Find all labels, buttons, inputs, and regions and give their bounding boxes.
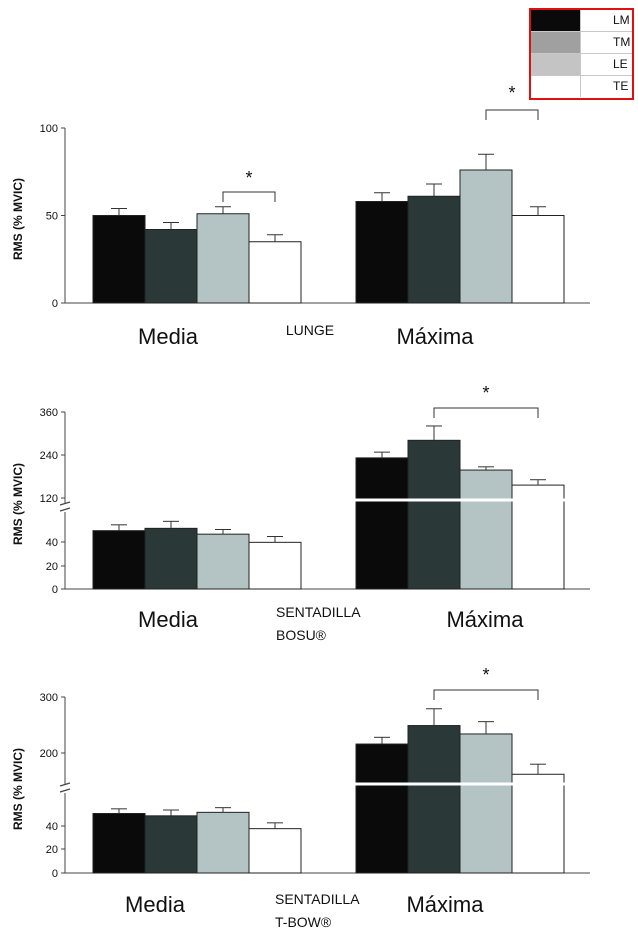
chart-panel-2: 0 20 40 120 240 360 RMS (% MVIC) Media Máxima SEN… [11,383,590,643]
bar-le-maxima [459,469,513,590]
exercise-label: SENTADILLA [276,604,361,620]
category-label-maxima: Máxima [396,324,474,349]
y-tick-label: 120 [40,493,58,505]
axis-break-mark [59,501,71,512]
significance-star: * [508,83,515,103]
legend-swatch-te [531,76,581,97]
bar-tm-media [144,815,198,874]
legend-swatch-le [531,54,581,75]
legend-entry-te: TE [531,76,632,98]
axis-break-line [354,498,568,502]
y-tick-label: 0 [52,298,58,310]
exercise-label: LUNGE [286,322,334,338]
significance-bracket [485,109,539,120]
exercise-label: SENTADILLA [275,891,360,907]
legend-entry-lm: LM [531,10,632,32]
y-tick-label: 0 [52,584,58,596]
bar-le-maxima [459,169,513,304]
axis-break-mark [59,782,71,793]
legend-label-te: TE [613,79,629,93]
bar-le-media [196,811,250,874]
bar-le-maxima [459,733,513,874]
bar-te-media [248,828,302,874]
bar-te-media [248,541,302,590]
y-tick-label: 100 [40,123,58,135]
legend-swatch-lm [531,10,581,31]
bar-te-maxima [511,215,565,304]
bar-tm-maxima [407,439,461,590]
bar-tm-maxima [407,195,461,304]
category-label-media: Media [125,892,186,917]
bar-te-maxima [511,484,565,590]
legend-entry-tm: TM [531,32,632,54]
legend: LM TM LE TE [529,8,634,100]
legend-label-le: LE [613,57,628,71]
y-tick-label: 240 [40,450,58,462]
exercise-label: BOSU® [276,627,327,643]
bar-lm-maxima [355,457,409,590]
chart-panel-3: 0 20 40 200 300 RMS (% MVIC) Media Máxima SENTAD… [11,665,590,930]
category-label-media: Media [138,607,199,632]
category-label-maxima: Máxima [406,892,484,917]
y-tick-label: 360 [40,407,58,419]
legend-label-lm: LM [613,13,630,27]
y-axis-label: RMS (% MVIC) [11,178,25,260]
legend-entry-le: LE [531,54,632,76]
bar-lm-maxima [355,201,409,304]
y-tick-label: 20 [46,844,58,856]
bar-te-media [248,241,302,304]
bar-tm-maxima [407,725,461,874]
chart-panel-1: 0 50 100 RMS (% MVIC) Media Máxima LUNGE * * [11,83,590,349]
legend-label-tm: TM [613,35,631,49]
significance-bracket [433,407,539,418]
y-tick-label: 40 [46,821,58,833]
legend-swatch-tm [531,32,581,53]
y-tick-label: 200 [40,748,58,760]
bar-lm-media [92,530,146,590]
bar-lm-maxima [355,743,409,874]
y-tick-label: 0 [52,868,58,880]
category-label-maxima: Máxima [446,607,524,632]
significance-star: * [482,383,489,403]
bar-le-media [196,213,250,304]
bar-tm-media [144,527,198,590]
bar-le-media [196,533,250,590]
bar-lm-media [92,215,146,304]
exercise-label: T-BOW® [275,914,332,930]
bar-tm-media [144,229,198,304]
significance-star: * [482,665,489,685]
y-tick-label: 40 [46,537,58,549]
category-label-media: Media [138,324,199,349]
y-axis-label: RMS (% MVIC) [11,748,25,830]
bar-te-maxima [511,773,565,874]
axis-break-line [354,782,568,786]
y-axis-label: RMS (% MVIC) [11,463,25,545]
significance-bracket [222,191,276,202]
y-tick-label: 50 [46,211,58,223]
significance-bracket [433,689,539,700]
significance-star: * [245,168,252,188]
bar-lm-media [92,813,146,874]
y-tick-label: 20 [46,561,58,573]
y-tick-label: 300 [40,692,58,704]
